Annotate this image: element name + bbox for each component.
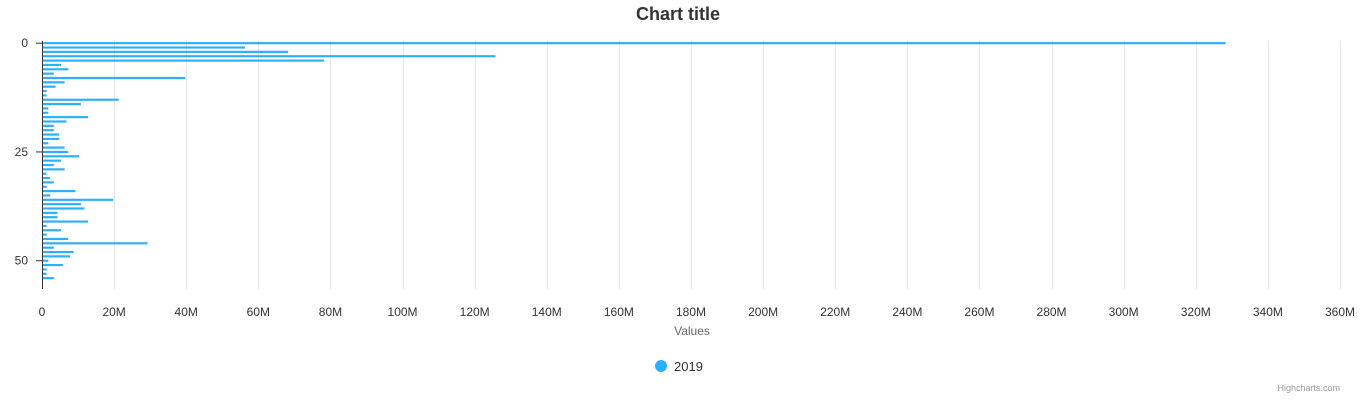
bar[interactable] — [43, 55, 496, 58]
x-tick-label: 60M — [247, 305, 270, 319]
bar[interactable] — [43, 124, 54, 127]
bar[interactable] — [43, 133, 60, 136]
credits-link[interactable]: Highcharts.com — [1277, 383, 1340, 393]
y-tick-label: 25 — [15, 145, 29, 159]
bar[interactable] — [43, 246, 54, 249]
bar[interactable] — [43, 146, 65, 149]
bar[interactable] — [43, 63, 62, 67]
x-tick-label: 140M — [532, 305, 562, 319]
bar[interactable] — [43, 50, 289, 53]
x-tick-label: 20M — [102, 305, 125, 319]
bar[interactable] — [43, 98, 119, 101]
x-tick-label: 320M — [1181, 305, 1211, 319]
bar[interactable] — [43, 94, 47, 97]
x-tick-label: 180M — [676, 305, 706, 319]
bar[interactable] — [43, 255, 71, 258]
bar[interactable] — [43, 172, 47, 175]
x-tick-label: 40M — [175, 305, 198, 319]
bar[interactable] — [43, 103, 81, 106]
grid-lines — [114, 41, 1341, 289]
bar[interactable] — [43, 159, 62, 162]
bar[interactable] — [43, 190, 76, 193]
bar[interactable] — [43, 233, 47, 236]
bar[interactable] — [43, 207, 85, 210]
bar[interactable] — [43, 85, 56, 88]
bar[interactable] — [43, 216, 58, 219]
bar[interactable] — [43, 116, 89, 119]
bar[interactable] — [43, 211, 58, 214]
bar[interactable] — [43, 68, 69, 71]
x-tick-label: 220M — [820, 305, 850, 319]
x-tick-label: 80M — [319, 305, 342, 319]
bar[interactable] — [43, 220, 89, 223]
bar[interactable] — [43, 46, 245, 49]
x-tick-label: 240M — [892, 305, 922, 319]
bar[interactable] — [43, 137, 60, 140]
bar[interactable] — [43, 72, 54, 75]
bar[interactable] — [43, 142, 49, 145]
y-axis: 0 25 50 — [15, 36, 43, 289]
x-tick-label: 360M — [1325, 305, 1355, 319]
bar[interactable] — [43, 194, 51, 197]
x-tick-label: 260M — [964, 305, 994, 319]
legend-marker[interactable] — [655, 360, 667, 372]
bar[interactable] — [43, 150, 69, 154]
bar[interactable] — [43, 111, 49, 114]
bar[interactable] — [43, 176, 51, 180]
y-tick-label: 0 — [21, 36, 28, 50]
bar[interactable] — [43, 168, 65, 171]
bar[interactable] — [43, 277, 54, 280]
bar[interactable] — [43, 181, 54, 184]
y-tick-label: 50 — [15, 254, 29, 268]
bar[interactable] — [43, 229, 62, 232]
x-tick-label: 280M — [1037, 305, 1067, 319]
x-tick-label: 340M — [1253, 305, 1283, 319]
bar[interactable] — [43, 185, 47, 188]
legend[interactable]: 2019 — [655, 359, 703, 374]
x-tick-label: 100M — [388, 305, 418, 319]
bar[interactable] — [43, 263, 63, 267]
bar[interactable] — [43, 237, 69, 241]
x-tick-label: 200M — [748, 305, 778, 319]
x-tick-label: 120M — [460, 305, 490, 319]
bar[interactable] — [43, 76, 186, 80]
bar[interactable] — [43, 250, 74, 254]
bar[interactable] — [43, 81, 65, 84]
bar[interactable] — [43, 242, 148, 245]
x-tick-label: 0 — [39, 305, 46, 319]
x-axis: 0 20M 40M 60M 80M 100M 120M 140M 160M 180M 200M 220… — [39, 305, 1355, 319]
bar[interactable] — [43, 59, 325, 62]
x-axis-title: Values — [674, 324, 710, 338]
bar[interactable] — [43, 198, 114, 201]
bar[interactable] — [43, 42, 1226, 45]
bar[interactable] — [43, 268, 47, 271]
bar[interactable] — [43, 203, 81, 206]
legend-item-label[interactable]: 2019 — [674, 359, 703, 374]
bar[interactable] — [43, 107, 49, 110]
bar[interactable] — [43, 259, 49, 262]
bar[interactable] — [43, 89, 47, 93]
bar[interactable] — [43, 272, 47, 275]
bars[interactable] — [43, 42, 1226, 280]
bar[interactable] — [43, 129, 54, 132]
bar[interactable] — [43, 224, 47, 227]
bar[interactable] — [43, 163, 54, 167]
bar[interactable] — [43, 155, 80, 158]
bar[interactable] — [43, 120, 67, 123]
x-tick-label: 300M — [1109, 305, 1139, 319]
chart-title: Chart title — [636, 4, 720, 24]
x-tick-label: 160M — [604, 305, 634, 319]
